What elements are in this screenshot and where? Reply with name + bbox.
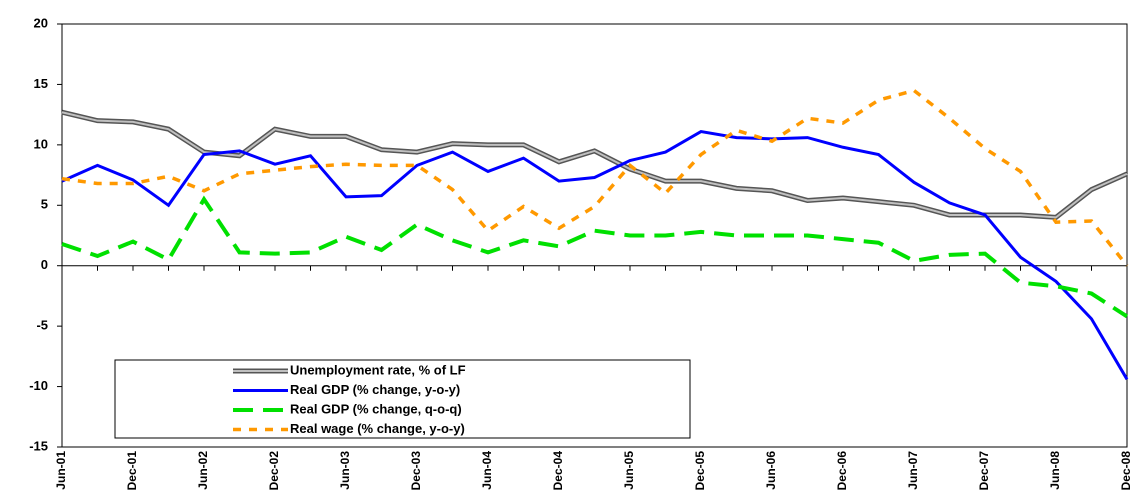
- x-tick-label: Jun-01: [54, 451, 68, 490]
- y-tick-label: 10: [34, 136, 48, 151]
- y-tick-label: 20: [34, 15, 48, 30]
- x-tick-label: Jun-03: [338, 451, 352, 490]
- x-tick-label: Dec-02: [267, 451, 281, 491]
- x-tick-label: Dec-03: [409, 451, 423, 491]
- x-tick-label: Dec-07: [977, 451, 991, 491]
- legend-label: Real wage (% change, y-o-y): [290, 421, 465, 436]
- x-tick-label: Jun-05: [622, 451, 636, 490]
- legend-label: Unemployment rate, % of LF: [290, 362, 466, 377]
- y-tick-label: -5: [36, 318, 48, 333]
- x-tick-label: Dec-08: [1119, 451, 1133, 491]
- legend-box: [114, 359, 691, 439]
- x-tick-label: Dec-04: [551, 451, 565, 491]
- series-line-outline: [61, 109, 1129, 220]
- legend-label: Real GDP (% change, y-o-y): [290, 382, 460, 397]
- x-tick-label: Jun-07: [906, 451, 920, 490]
- x-tick-label: Jun-08: [1048, 451, 1062, 490]
- y-tick-label: 0: [41, 257, 48, 272]
- x-tick-label: Dec-06: [835, 451, 849, 491]
- y-tick-label: 5: [41, 197, 48, 212]
- x-tick-label: Jun-06: [764, 451, 778, 490]
- x-tick-label: Dec-01: [125, 451, 139, 491]
- plot-area: [61, 23, 1128, 448]
- y-tick-label: -15: [29, 438, 48, 453]
- series-line: [61, 111, 1128, 219]
- legend-label: Real GDP (% change, q-o-q): [290, 401, 462, 416]
- series-line: [61, 129, 1129, 381]
- y-tick-label: 15: [34, 76, 48, 91]
- x-tick-label: Jun-04: [480, 451, 494, 490]
- x-tick-label: Jun-02: [196, 451, 210, 490]
- series-line: [61, 195, 1129, 319]
- y-tick-label: -10: [29, 378, 48, 393]
- x-tick-label: Dec-05: [693, 451, 707, 491]
